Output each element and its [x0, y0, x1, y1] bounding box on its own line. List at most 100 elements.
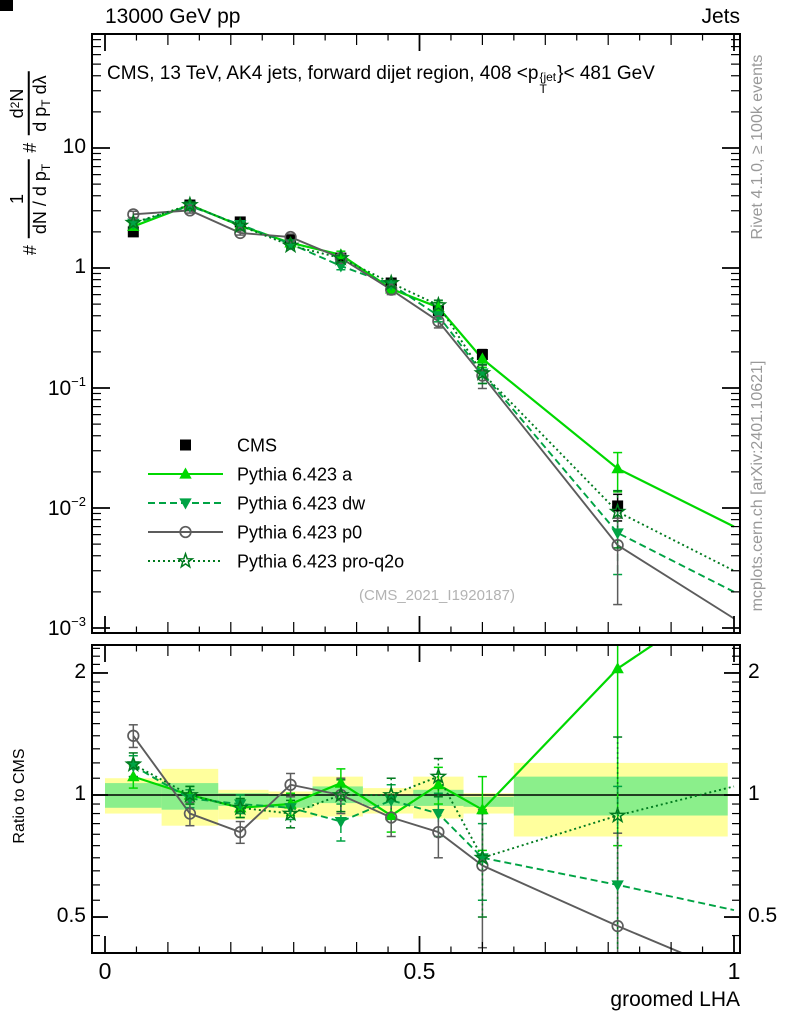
marker-star: [331, 785, 350, 803]
legend-label-pythia-dw: Pythia 6.423 dw: [237, 494, 366, 514]
marker-star: [231, 798, 250, 816]
mcplots-citation-note: mcplots.cern.ch [arXiv:2401.10621]: [749, 360, 766, 612]
plot-title: CMS, 13 TeV, AK4 jets, forward dijet reg…: [107, 63, 655, 95]
marker-star: [124, 754, 143, 773]
ratio-frame: [91, 644, 741, 954]
pt-superscript-subscript: {jet T: [539, 70, 557, 96]
series-line-pythia-p0: [133, 209, 735, 620]
marker-star: [331, 248, 350, 266]
hash-symbol: #: [19, 245, 40, 256]
marker-square: [127, 226, 139, 238]
ratio-y-tick-label-right: 2: [748, 659, 760, 683]
marker-star: [231, 216, 250, 234]
x-tick-label: 1: [727, 958, 741, 984]
marker-circle: [385, 283, 398, 296]
green-band: [513, 776, 728, 816]
marker-circle: [476, 369, 489, 382]
legend-label-pythia-a: Pythia 6.423 a: [237, 465, 353, 485]
marker-star: [281, 236, 300, 254]
ratio-line-pythia-proq2o: [132, 763, 735, 859]
x-tick-label: 0.5: [403, 958, 436, 984]
main-y-tick-label: 10: [62, 135, 86, 158]
marker-triangle-down: [432, 808, 445, 821]
legend: CMS Pythia 6.423 a Pythia 6.423 dw Pythia 6…: [148, 436, 404, 572]
analysis-id-watermark: (CMS_2021_I1920187): [359, 587, 515, 604]
legend-label-cms: CMS: [237, 436, 277, 456]
marker-star: [608, 806, 627, 824]
beam-energy-label: 13000 GeV pp: [105, 5, 241, 28]
marker-triangle-up: [127, 770, 140, 782]
marker-star: [176, 551, 195, 569]
marker-triangle-down: [334, 816, 348, 829]
marker-triangle-down: [611, 528, 624, 540]
ratio-y-tick-label-left: 0.5: [56, 904, 86, 928]
ratio-y-tick-label-left: 2: [74, 659, 86, 683]
marker-triangle-up: [334, 248, 348, 260]
marker-triangle-down: [127, 218, 140, 230]
ratio-y-tick-label-right: 0.5: [748, 904, 778, 928]
marker-circle: [611, 919, 624, 933]
marker-triangle-down: [234, 799, 247, 811]
marker-triangle-up: [179, 467, 192, 479]
marker-triangle-up: [476, 803, 489, 815]
x-tick-label: 0: [98, 958, 112, 984]
series-line-pythia-proq2o: [133, 203, 735, 572]
marker-star: [281, 804, 300, 822]
legend-label-pythia-proq2o: Pythia 6.423 pro-q2o: [237, 552, 404, 572]
marker-triangle-down: [334, 261, 348, 273]
marker-star: [180, 785, 199, 803]
marker-star: [382, 785, 401, 803]
marker-triangle-up: [384, 809, 398, 821]
marker-triangle-up: [611, 662, 624, 674]
ratio-panel: [124, 645, 735, 953]
corner-artifact: [0, 0, 13, 11]
axis-ticks: [92, 34, 740, 953]
series-line-pythia-a: [132, 203, 735, 528]
legend-label-pythia-p0: Pythia 6.423 p0: [237, 523, 362, 543]
rivet-version-note: Rivet 4.1.0, ≥ 100k events: [749, 54, 766, 240]
marker-triangle-up: [334, 776, 348, 788]
marker-circle: [432, 315, 445, 328]
plot-title-text: CMS, 13 TeV, AK4 jets, forward dijet reg…: [107, 63, 539, 84]
plot-title-suffix: }< 481 GeV: [557, 63, 655, 84]
marker-circle: [385, 811, 398, 824]
marker-star: [382, 273, 401, 291]
main-y-tick-label: 1: [74, 255, 86, 278]
marker-circle: [183, 807, 197, 820]
main-y-tick-label: 10−1: [47, 374, 86, 400]
marker-circle: [183, 204, 197, 217]
series-line-pythia-dw: [133, 205, 735, 593]
marker-star: [608, 502, 627, 520]
main-panel: [124, 195, 735, 620]
ratio-y-tick-label-left: 1: [74, 782, 86, 805]
marker-circle: [179, 525, 192, 539]
marker-circle: [127, 729, 140, 742]
main-y-tick-label: 10−3: [47, 614, 86, 640]
marker-star: [429, 295, 448, 313]
main-y-tick-label: 10−2: [47, 494, 86, 520]
marker-circle: [127, 208, 140, 221]
marker-triangle-up: [611, 462, 624, 474]
marker-triangle-down: [179, 498, 192, 510]
marker-triangle-down: [611, 880, 624, 892]
fraction-1: 1 dN / d pT: [6, 159, 53, 239]
x-axis-label: groomed LHA: [610, 988, 740, 1011]
marker-star: [473, 848, 492, 866]
main-frame: [91, 33, 741, 634]
marker-circle: [432, 825, 445, 839]
marker-circle: [611, 539, 624, 552]
marker-circle: [284, 230, 297, 244]
marker-triangle-down: [284, 803, 297, 815]
marker-star: [473, 363, 492, 381]
analysis-group-label: Jets: [701, 5, 740, 28]
marker-circle: [284, 778, 297, 791]
marker-triangle-up: [476, 352, 489, 364]
ratio-y-tick-label-right: 1: [748, 782, 760, 805]
marker-triangle-up: [432, 778, 445, 790]
marker-star: [429, 767, 448, 785]
ratio-line-pythia-p0: [132, 735, 685, 953]
fraction-2: d2N d pT dλ: [6, 71, 53, 136]
marker-star: [180, 195, 199, 213]
